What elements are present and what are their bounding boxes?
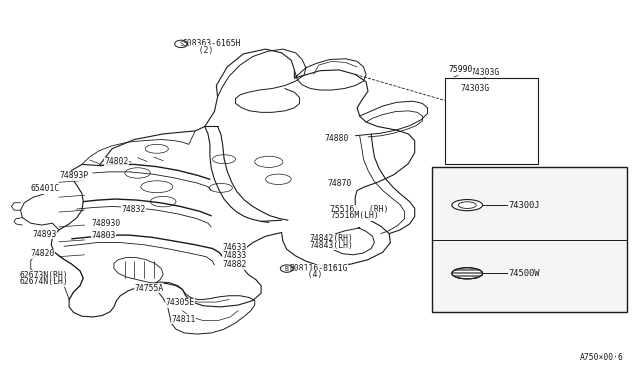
Text: 74500W: 74500W: [509, 269, 540, 278]
Text: 62674N(LH): 62674N(LH): [19, 278, 68, 286]
Text: (4): (4): [298, 270, 322, 279]
Text: 74820: 74820: [30, 249, 54, 258]
Text: 74802: 74802: [104, 157, 129, 166]
Text: 62673N(RH): 62673N(RH): [19, 271, 68, 280]
Text: S08363-6165H: S08363-6165H: [182, 39, 241, 48]
Text: 74803: 74803: [92, 231, 116, 240]
Bar: [445, 78, 538, 164]
Text: 74811: 74811: [172, 315, 196, 324]
Text: 74880: 74880: [324, 134, 349, 143]
Text: 74843(LH): 74843(LH): [310, 241, 354, 250]
Text: B08116-8161G: B08116-8161G: [289, 264, 348, 273]
Text: 748930: 748930: [92, 219, 121, 228]
Text: 74893: 74893: [32, 230, 56, 239]
Bar: [432, 167, 627, 312]
Text: 75516   (RH): 75516 (RH): [330, 205, 388, 214]
Text: 74833: 74833: [223, 251, 247, 260]
Text: 74633: 74633: [223, 243, 247, 252]
Text: 74893P: 74893P: [60, 171, 89, 180]
Text: 74300J: 74300J: [509, 201, 540, 209]
Text: 74755A: 74755A: [134, 284, 164, 293]
Text: 75516M(LH): 75516M(LH): [330, 211, 379, 220]
Text: A750×00·6: A750×00·6: [580, 353, 624, 362]
Ellipse shape: [452, 268, 483, 279]
Text: (2): (2): [189, 46, 214, 55]
Text: 74882: 74882: [223, 260, 247, 269]
Text: 74305E: 74305E: [165, 298, 195, 307]
Ellipse shape: [452, 199, 483, 211]
Text: 74842(RH): 74842(RH): [310, 234, 354, 243]
Text: S: S: [179, 41, 183, 47]
Text: 75990: 75990: [448, 65, 472, 74]
Text: 74303G: 74303G: [470, 68, 500, 77]
Text: 74303G: 74303G: [461, 84, 490, 93]
Text: 74870: 74870: [328, 179, 352, 187]
Text: 74832: 74832: [122, 205, 146, 214]
Text: 75990: 75990: [448, 65, 472, 74]
Text: B: B: [285, 266, 289, 272]
Text: 65401C: 65401C: [30, 185, 60, 193]
